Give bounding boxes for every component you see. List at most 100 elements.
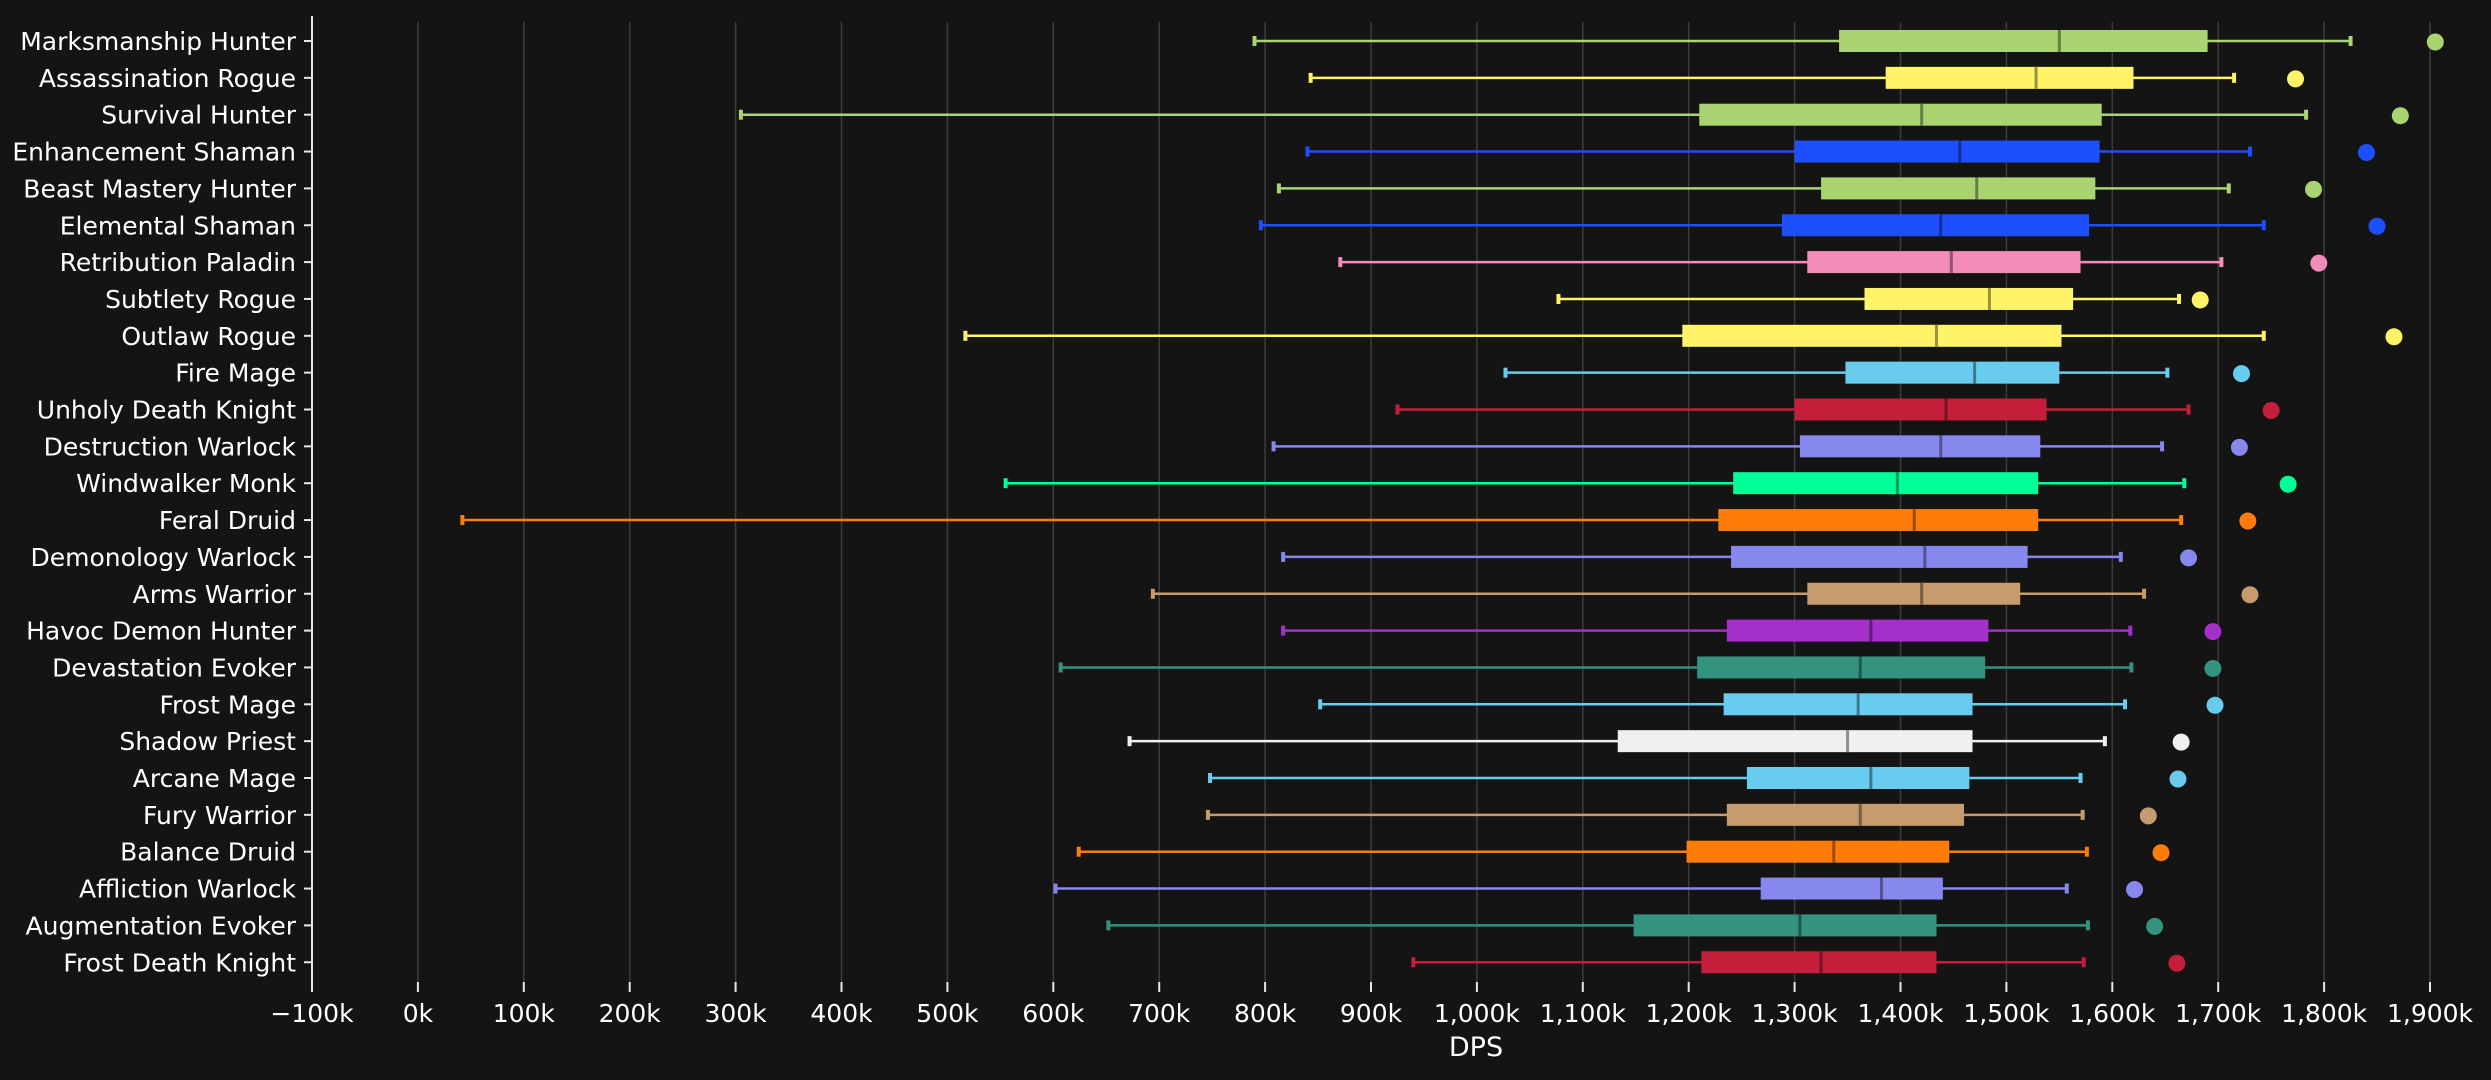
outlier-point	[2391, 107, 2409, 125]
outlier-point	[2139, 807, 2157, 825]
iqr-box	[1794, 398, 2047, 421]
iqr-box	[1726, 619, 1989, 642]
iqr-box	[1718, 509, 2039, 532]
x-tick-label: 1,200k	[1646, 999, 1733, 1028]
x-tick-label: 0k	[403, 999, 434, 1028]
box-group	[1003, 472, 2297, 495]
iqr-box	[1845, 361, 2060, 384]
iqr-box	[1821, 177, 2096, 200]
box-group	[963, 324, 2403, 347]
outlier-point	[2241, 586, 2259, 604]
box-group	[1076, 840, 2170, 863]
iqr-box	[1682, 324, 2062, 347]
iqr-box	[1733, 472, 2039, 495]
box-group	[1305, 140, 2375, 163]
category-label: Windwalker Monk	[76, 469, 296, 498]
outlier-point	[2239, 512, 2257, 530]
outlier-point	[2262, 402, 2280, 419]
box-group	[1395, 398, 2280, 421]
x-tick-label: −100k	[270, 999, 354, 1028]
iqr-box	[1781, 214, 2090, 237]
box-group	[1281, 545, 2198, 568]
category-label: Frost Death Knight	[63, 948, 296, 977]
category-label: Demonology Warlock	[31, 543, 297, 572]
category-label: Marksmanship Hunter	[20, 27, 296, 56]
outlier-point	[2357, 144, 2375, 162]
iqr-box	[1807, 582, 2021, 605]
box-group	[1503, 361, 2250, 384]
category-label: Subtlety Rogue	[105, 285, 296, 314]
iqr-box	[1633, 914, 1937, 937]
outlier-point	[2168, 954, 2186, 972]
category-label: Balance Druid	[120, 838, 296, 867]
x-tick-label: 1,600k	[2069, 999, 2156, 1028]
category-labels: Marksmanship Hunter Assassination Rogue Su…	[12, 27, 312, 977]
box-group	[1205, 803, 2157, 826]
box-group	[1208, 767, 2187, 789]
outlier-point	[2368, 217, 2386, 235]
box-group	[1252, 30, 2444, 52]
x-tick-label: 100k	[493, 999, 556, 1028]
outlier-point	[2385, 328, 2403, 346]
iqr-box	[1839, 30, 2208, 52]
box-group	[1127, 730, 2190, 753]
x-tick-label: 1,400k	[1857, 999, 1944, 1028]
grid-lines	[417, 22, 2431, 982]
outlier-point	[2204, 659, 2222, 677]
iqr-box	[1799, 435, 2041, 458]
category-label: Frost Mage	[160, 690, 297, 719]
iqr-box	[1723, 693, 1973, 716]
category-label: Fury Warrior	[143, 801, 297, 830]
iqr-box	[1760, 877, 1943, 900]
iqr-box	[1864, 287, 2074, 310]
iqr-box	[1686, 840, 1950, 863]
category-label: Devastation Evoker	[52, 653, 297, 682]
x-tick-label: 300k	[704, 999, 767, 1028]
box-group	[1308, 66, 2305, 89]
iqr-box	[1701, 951, 1937, 974]
outlier-point	[2287, 70, 2305, 88]
iqr-box	[1699, 103, 2102, 126]
x-tick-label: 600k	[1022, 999, 1085, 1028]
category-label: Havoc Demon Hunter	[26, 617, 297, 646]
outlier-point	[2152, 844, 2170, 862]
category-label: Enhancement Shaman	[12, 138, 296, 167]
iqr-box	[1697, 656, 1986, 679]
outlier-point	[2426, 33, 2444, 51]
x-axis: −100k 0k 100k 200k 300k 400k 500k 600k 700k 800k 9…	[270, 16, 2474, 1028]
category-label: Outlaw Rogue	[121, 322, 296, 351]
box-group	[1271, 435, 2248, 458]
iqr-box	[1731, 545, 2028, 568]
category-label: Survival Hunter	[101, 101, 296, 130]
box-group	[1556, 287, 2209, 310]
outlier-point	[2191, 291, 2209, 309]
box-group	[1318, 693, 2224, 716]
iqr-box	[1726, 803, 1965, 826]
box-group	[1053, 877, 2144, 900]
x-tick-label: 1,700k	[2175, 999, 2262, 1028]
category-label: Arcane Mage	[133, 764, 296, 793]
x-tick-label: 800k	[1234, 999, 1297, 1028]
box-series	[460, 30, 2444, 974]
category-label: Augmentation Evoker	[26, 911, 297, 940]
iqr-box	[1617, 730, 1973, 753]
category-label: Retribution Paladin	[60, 248, 296, 277]
iqr-box	[1885, 66, 2134, 89]
category-label: Elemental Shaman	[60, 211, 296, 240]
outlier-point	[2232, 365, 2250, 383]
x-tick-label: 1,300k	[1752, 999, 1839, 1028]
category-label: Beast Mastery Hunter	[23, 174, 296, 203]
outlier-point	[2206, 696, 2224, 714]
x-tick-label: 1,000k	[1434, 999, 1521, 1028]
x-axis-label: DPS	[1449, 1032, 1503, 1063]
category-label: Feral Druid	[159, 506, 296, 535]
box-group	[1276, 177, 2323, 200]
category-label: Shadow Priest	[119, 727, 296, 756]
outlier-point	[2310, 254, 2328, 272]
x-tick-label: 1,900k	[2387, 999, 2474, 1028]
category-label: Assassination Rogue	[39, 64, 296, 93]
x-tick-label: 1,800k	[2281, 999, 2368, 1028]
x-tick-label: 700k	[1128, 999, 1191, 1028]
outlier-point	[2180, 549, 2198, 567]
